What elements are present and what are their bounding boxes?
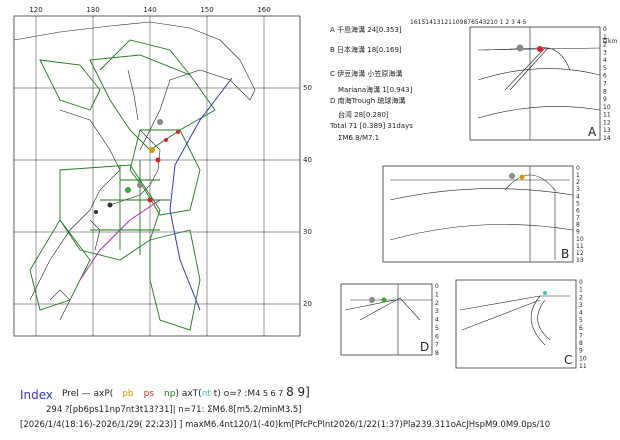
depth-tick: 13 [576,257,584,264]
depth-tick: 4 [435,317,439,324]
index-label: Index [20,388,53,402]
depth-tick: 9 [579,348,583,355]
depth-tick: 4 [579,310,583,317]
depth-tick: 5 [576,200,580,207]
depth-tick: 9 [576,229,580,236]
legend-entry: Total 71 [0.389] 31days [329,122,413,130]
trench [169,77,233,311]
depth-tick: 14 [603,135,611,142]
depth-tick: 2 [576,179,580,186]
depth-tick: 5 [579,317,583,324]
panel-label: B [561,247,569,261]
legend-entry: ΣM6.8/M7.1 [338,134,379,142]
depth-tick: 6 [435,333,439,340]
depth-tick: 3 [576,186,580,193]
section-B [382,165,574,263]
lat-label: 50 [303,84,312,92]
depth-tick: 2 [579,294,583,301]
panel-labels: A01234567891011121314百km1615141312110987… [410,19,617,370]
lon-label: 130 [86,6,99,14]
depth-tick: 7 [576,215,580,222]
graticule: 120 130 140 150 160 50 40 30 20 [14,6,312,336]
trench [79,199,161,281]
lon-label: 160 [257,6,270,14]
region-grid [29,39,216,331]
lon-label: 120 [29,6,42,14]
depth-tick: 5 [435,325,439,332]
legend-entry: C 伊豆海溝 小笠原海溝 [330,69,402,78]
depth-tick: 0 [579,279,583,286]
panel-label: D [420,340,429,354]
legend-entry: D 南海Trough 琉球海溝 [330,96,405,105]
depth-tick: 0 [435,283,439,290]
map-frame [13,15,301,337]
legend: A 千島海溝 24[0.353] B 日本海溝 18[0.169] C 伊豆海溝 小… [329,25,413,142]
depth-tick: 3 [603,49,607,56]
depth-tick: 5 [603,65,607,72]
depth-tick: 7 [603,81,607,88]
depth-tick: 4 [576,193,580,200]
depth-tick: 6 [603,73,607,80]
legend-entry: Mariana海溝 1[0.943] [338,85,413,94]
depth-tick: 2 [603,42,607,49]
depth-unit: 百km [602,38,617,45]
range-line: [2026/1/4(18:16)-2026/1/29( 22:23)] ] ma… [20,420,550,430]
depth-tick: 0 [576,165,580,172]
lon-label: 150 [200,6,213,14]
depth-tick: 6 [579,325,583,332]
events [94,119,180,214]
depth-tick: 3 [579,302,583,309]
depth-tick: 8 [435,350,439,357]
depth-tick: 10 [579,355,587,362]
depth-tick: 10 [603,104,611,111]
depth-tick: 8 [579,340,583,347]
legend-entry: A 千島海溝 24[0.353] [330,25,402,34]
lon-label: 140 [143,6,156,14]
depth-tick: 12 [576,250,584,257]
depth-tick: 11 [603,112,611,119]
lat-label: 40 [303,156,312,164]
depth-tick: 7 [435,342,439,349]
depth-tick: 1 [603,34,607,41]
lat-label: 30 [303,228,312,236]
depth-tick: 12 [603,119,611,126]
legend-entry: B 日本海溝 18[0.169] [330,45,402,54]
depth-tick: 0 [603,26,607,33]
depth-tick: 13 [603,127,611,134]
depth-tick: 1 [579,287,583,294]
section-D [340,283,433,356]
lat-label: 20 [303,300,312,308]
depth-tick: 8 [603,88,607,95]
depth-tick: 11 [579,363,587,370]
depth-tick: 1 [435,291,439,298]
depth-tick: 4 [603,57,607,64]
depth-tick: 1 [576,172,580,179]
depth-tick: 11 [576,243,584,250]
summary-line: 294 ?[pb6ps11np7nt3t13?31]| n=71: ΣM6.8[… [46,405,302,415]
axis-legend: Prel — axP( pb ps np) axT(nt t) o=? :M4 5 … [62,385,310,399]
panel-label: A [588,125,597,139]
depth-tick: 8 [576,222,580,229]
legend-entry: 台湾 28[0.280] [338,110,389,119]
depth-tick: 3 [435,308,439,315]
depth-tick: 10 [576,236,584,243]
depth-tick: 7 [579,332,583,339]
depth-tick: 9 [603,96,607,103]
distance-ticks: 16151413121109876543210 1 2 3 4 5 [410,19,527,26]
section-A [469,26,601,141]
depth-tick: 2 [435,300,439,307]
panel-label: C [564,353,572,367]
section-C [455,279,577,369]
depth-tick: 6 [576,207,580,214]
